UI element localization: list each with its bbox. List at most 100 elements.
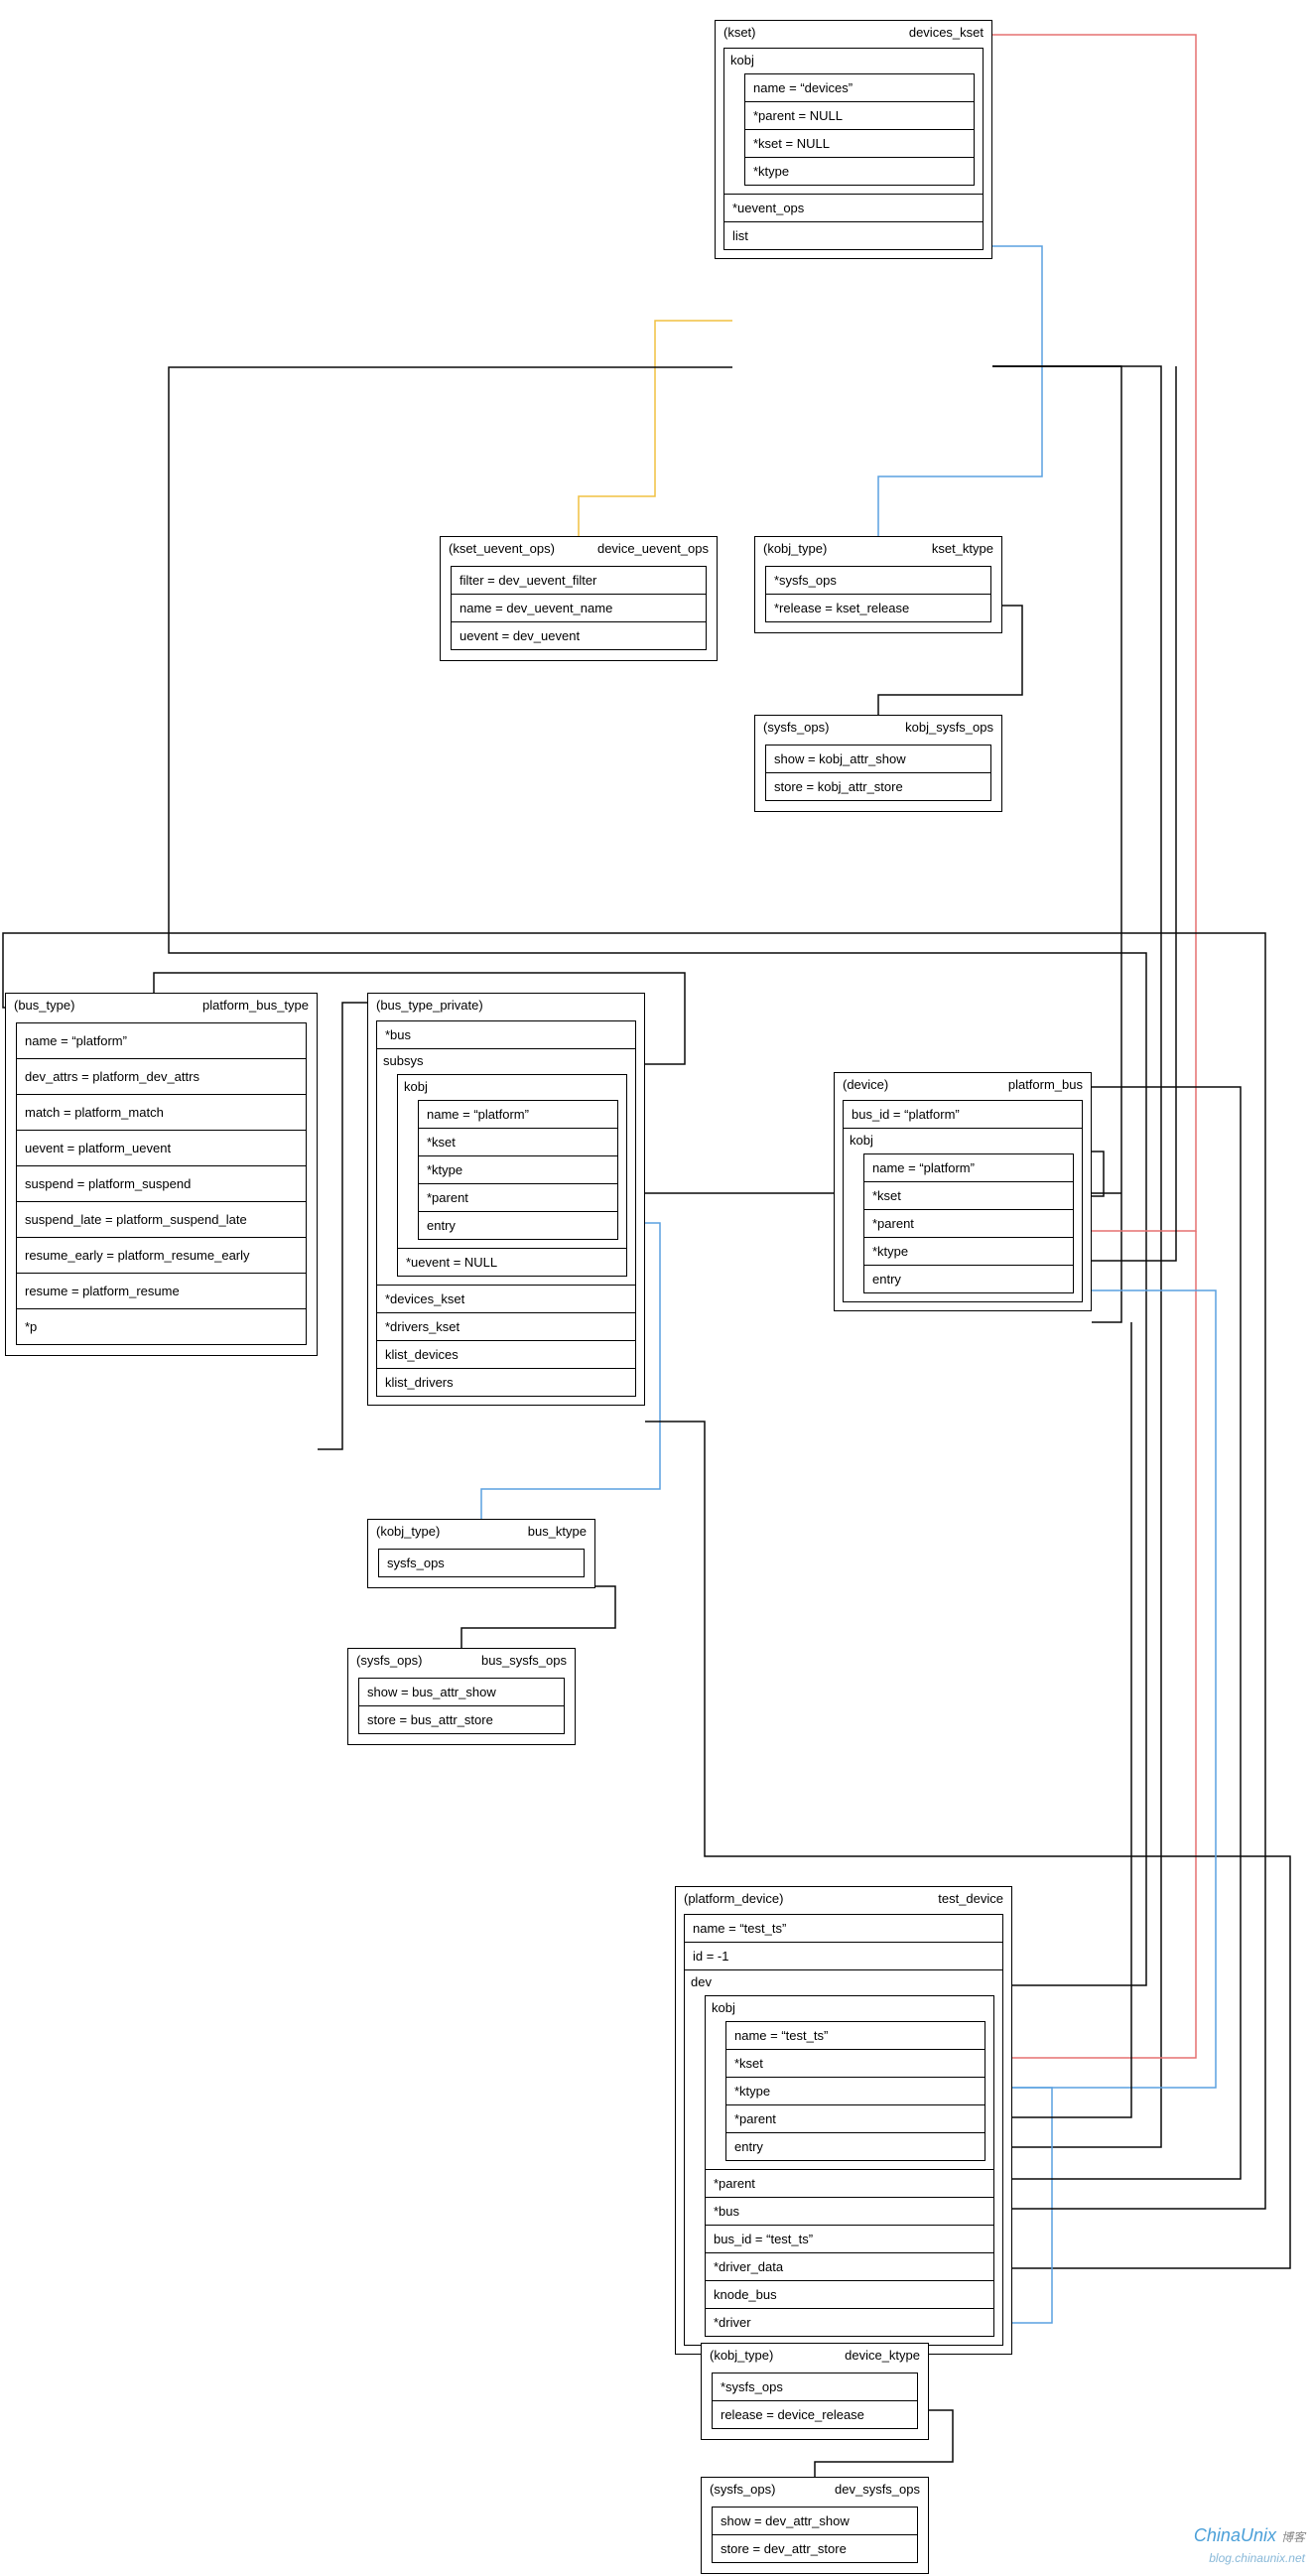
uevent-ops: *uevent_ops [724, 194, 983, 221]
kobj-ktype: *ktype [745, 157, 974, 185]
kobj-name: name = “devices” [745, 74, 974, 101]
watermark-sub: blog.chinaunix.net [1209, 2551, 1305, 2565]
row: *ktype [419, 1155, 617, 1183]
type: (sysfs_ops) [356, 1653, 422, 1668]
row: match = platform_match [17, 1094, 306, 1130]
kset-ktype-box: (kobj_type)kset_ktype *sysfs_ops *releas… [754, 536, 1002, 633]
kobj-sysfs-ops-box: (sysfs_ops) kobj_sysfs_ops show = kobj_at… [754, 715, 1002, 812]
subsys-label: subsys [377, 1049, 635, 1070]
type: (kset) [723, 25, 756, 40]
type: (kset_uevent_ops) [449, 541, 555, 556]
row: *kset [419, 1128, 617, 1155]
platform-bus-box: (device) platform_bus bus_id = “platform”… [834, 1072, 1092, 1311]
name: device_uevent_ops [597, 541, 709, 556]
type: (kobj_type) [376, 1524, 440, 1539]
bus: *bus [377, 1021, 635, 1048]
watermark-main: ChinaUnix [1194, 2525, 1276, 2545]
name: device_ktype [845, 2348, 920, 2363]
row: uevent = platform_uevent [17, 1130, 306, 1165]
type: (bus_type) [14, 998, 74, 1013]
kobj-label: kobj [724, 49, 983, 69]
row: *sysfs_ops [713, 2373, 917, 2400]
name: platform_bus [1008, 1077, 1083, 1092]
row: *ktype [864, 1237, 1073, 1265]
row: *drivers_kset [377, 1312, 635, 1340]
name: kset_ktype [932, 541, 993, 556]
row: klist_devices [377, 1340, 635, 1368]
row: *parent [726, 2104, 985, 2132]
dev-label: dev [685, 1970, 1002, 1991]
row: name = “platform” [419, 1101, 617, 1128]
name: dev_sysfs_ops [835, 2482, 920, 2497]
row: *uevent = NULL [398, 1248, 626, 1276]
dev-sysfs-ops-box: (sysfs_ops) dev_sysfs_ops show = dev_attr… [701, 2477, 929, 2574]
row: klist_drivers [377, 1368, 635, 1396]
type: (sysfs_ops) [763, 720, 829, 735]
row: knode_bus [706, 2280, 993, 2308]
row: *kset [726, 2049, 985, 2077]
row: *ktype [726, 2077, 985, 2104]
row: *parent [864, 1209, 1073, 1237]
row: *driver_data [706, 2252, 993, 2280]
devices-kset-box: (kset) devices_kset kobj name = “devices”… [715, 20, 992, 259]
row: show = dev_attr_show [713, 2508, 917, 2534]
type: (platform_device) [684, 1891, 783, 1906]
row: release = device_release [713, 2400, 917, 2428]
kobj-label: kobj [398, 1075, 626, 1096]
row: name = dev_uevent_name [452, 594, 706, 621]
row: store = dev_attr_store [713, 2534, 917, 2562]
name: bus_sysfs_ops [481, 1653, 567, 1668]
name: test_device [938, 1891, 1003, 1906]
row: name = “test_ts” [685, 1915, 1002, 1942]
platform-bus-type-box: (bus_type) platform_bus_type name = “plat… [5, 993, 318, 1356]
bus-ktype-box: (kobj_type) bus_ktype sysfs_ops [367, 1519, 595, 1588]
row: *devices_kset [377, 1285, 635, 1312]
row: show = kobj_attr_show [766, 746, 990, 772]
row: uevent = dev_uevent [452, 621, 706, 649]
row: dev_attrs = platform_dev_attrs [17, 1058, 306, 1094]
row: bus_id = “test_ts” [706, 2225, 993, 2252]
row: name = “platform” [17, 1023, 306, 1058]
row: entry [864, 1265, 1073, 1292]
kobj-kset: *kset = NULL [745, 129, 974, 157]
row: *bus [706, 2197, 993, 2225]
row: entry [419, 1211, 617, 1239]
type: (bus_type_private) [376, 998, 483, 1013]
type: (sysfs_ops) [710, 2482, 775, 2497]
name: platform_bus_type [202, 998, 309, 1013]
row: *parent [419, 1183, 617, 1211]
row: suspend_late = platform_suspend_late [17, 1201, 306, 1237]
row: name = “test_ts” [726, 2022, 985, 2049]
test-device-box: (platform_device) test_device name = “tes… [675, 1886, 1012, 2355]
kobj-parent: *parent = NULL [745, 101, 974, 129]
row: show = bus_attr_show [359, 1679, 564, 1705]
name: bus_ktype [528, 1524, 587, 1539]
row: *sysfs_ops [766, 567, 990, 594]
row: store = bus_attr_store [359, 1705, 564, 1733]
row: entry [726, 2132, 985, 2160]
name: kobj_sysfs_ops [905, 720, 993, 735]
kobj-label: kobj [706, 1996, 993, 2017]
row: bus_id = “platform” [844, 1101, 1082, 1128]
row: resume = platform_resume [17, 1273, 306, 1308]
row: *parent [706, 2169, 993, 2197]
watermark: ChinaUnix 博客 blog.chinaunix.net [1194, 2525, 1305, 2568]
row: *driver [706, 2308, 993, 2336]
row: sysfs_ops [379, 1550, 584, 1576]
row: id = -1 [685, 1942, 1002, 1969]
row: *p [17, 1308, 306, 1344]
device-ktype-box: (kobj_type)device_ktype *sysfs_ops relea… [701, 2343, 929, 2440]
row: suspend = platform_suspend [17, 1165, 306, 1201]
row: name = “platform” [864, 1154, 1073, 1181]
type: (device) [843, 1077, 888, 1092]
row: resume_early = platform_resume_early [17, 1237, 306, 1273]
device-uevent-ops-box: (kset_uevent_ops)device_uevent_ops filte… [440, 536, 718, 661]
name: devices_kset [909, 25, 984, 40]
row: store = kobj_attr_store [766, 772, 990, 800]
list: list [724, 221, 983, 249]
type: (kobj_type) [763, 541, 827, 556]
bus-sysfs-ops-box: (sysfs_ops) bus_sysfs_ops show = bus_attr… [347, 1648, 576, 1745]
kobj-label: kobj [844, 1129, 1082, 1150]
row: *kset [864, 1181, 1073, 1209]
bus-type-private-box: (bus_type_private) *bus subsys kobj name… [367, 993, 645, 1406]
